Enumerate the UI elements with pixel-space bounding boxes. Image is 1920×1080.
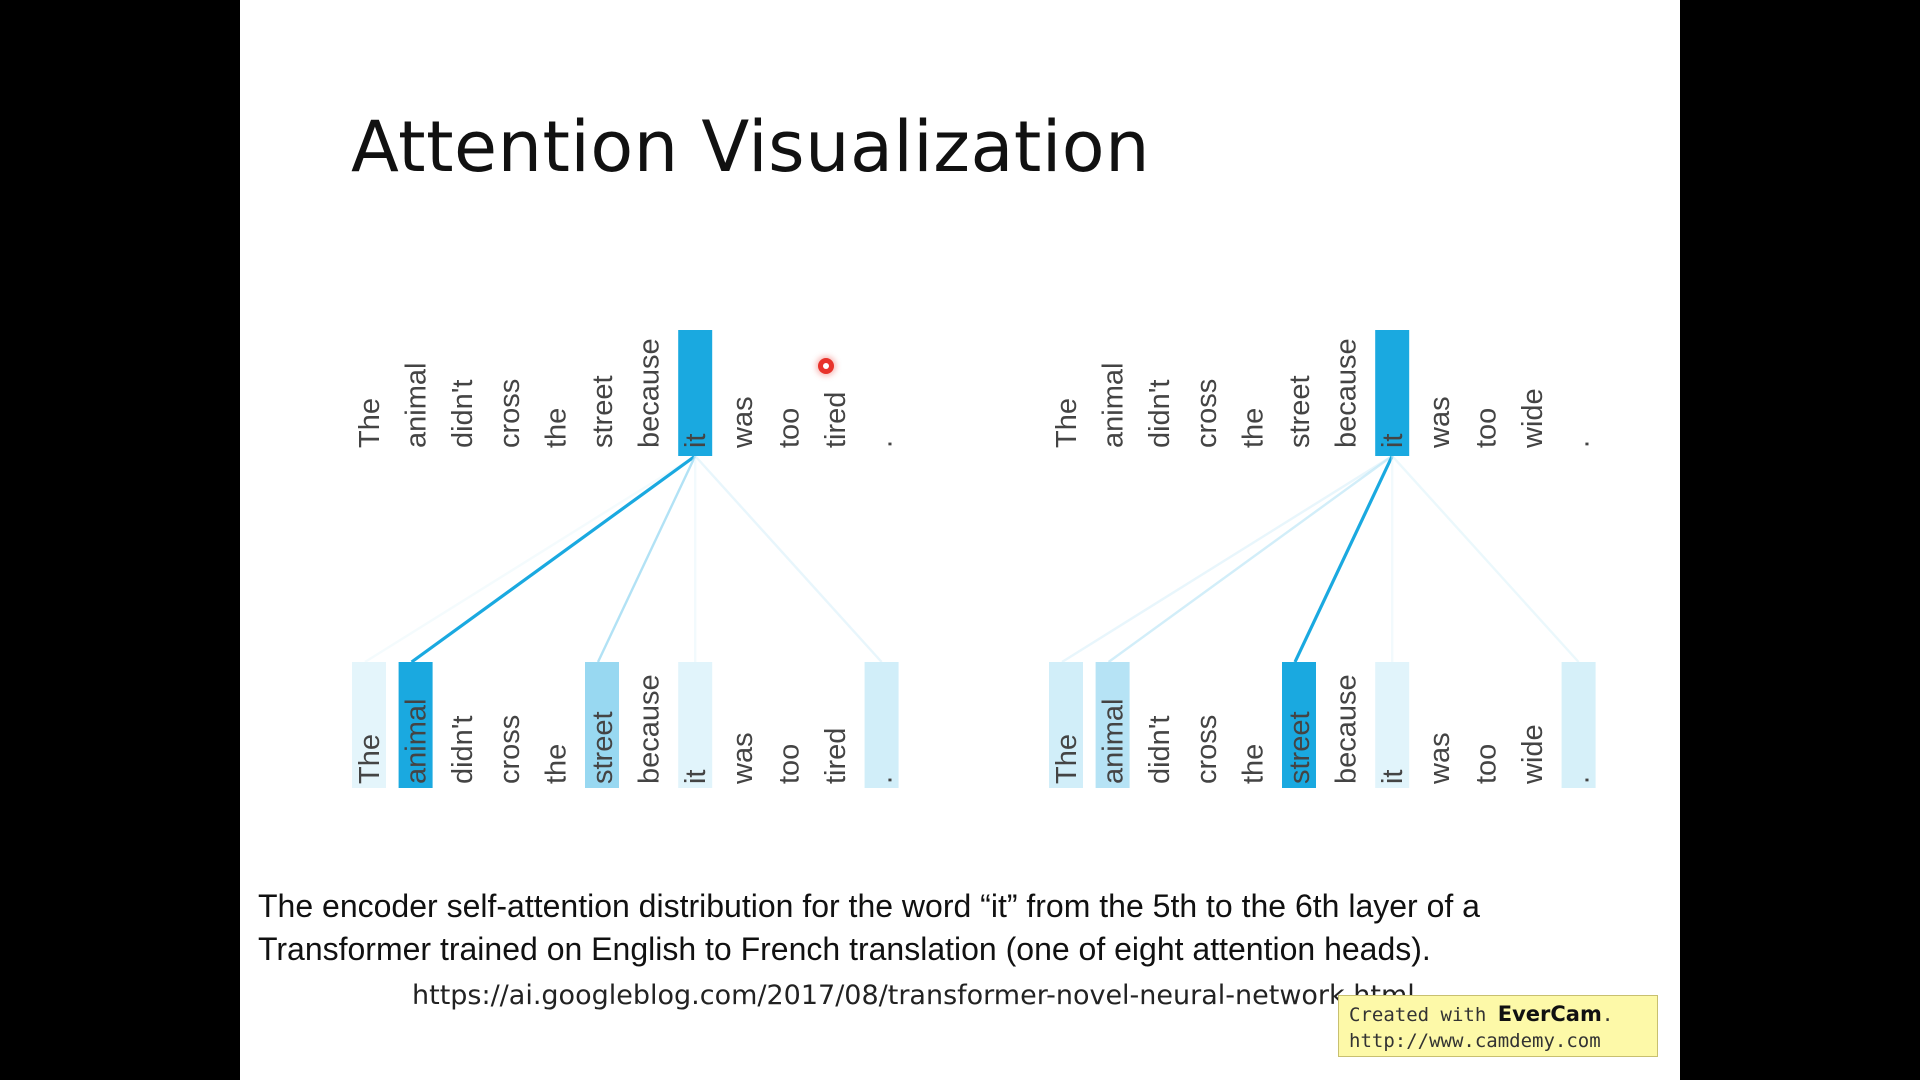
attention-weight-box <box>678 662 713 788</box>
token-top-2: animal <box>401 363 433 448</box>
token-bottom-8: it <box>1377 770 1409 785</box>
attention-weight-box <box>398 662 433 788</box>
token-top-5: the <box>540 408 572 448</box>
token-top-8: it <box>680 434 712 449</box>
token-bottom-7: because <box>1331 674 1363 784</box>
token-top-4: cross <box>1191 379 1223 448</box>
attention-line-animal <box>1107 455 1393 663</box>
token-bottom-9: was <box>1424 732 1456 785</box>
caption-line-1: The encoder self-attention distribution … <box>258 888 1480 924</box>
token-top-12: . <box>1564 440 1596 448</box>
attention-weight-box <box>864 662 899 788</box>
attention-weight-box <box>585 662 619 788</box>
attention-weight-box <box>352 662 386 788</box>
token-top-9: was <box>727 396 759 449</box>
token-top-1: The <box>354 398 386 448</box>
attention-diagram-2: The animal didn't cross the street because it wa… <box>1049 330 1596 788</box>
attention-line-The <box>364 454 696 664</box>
query-highlight <box>1375 330 1410 456</box>
token-top-9: was <box>1424 396 1456 449</box>
attention-weight-box <box>1561 662 1596 788</box>
token-top-3: didn't <box>447 380 479 448</box>
token-bottom-8: it <box>680 770 712 785</box>
token-top-3: didn't <box>1144 380 1176 448</box>
token-top-11: wide <box>1517 388 1549 449</box>
token-top-8: it <box>1377 434 1409 449</box>
token-bottom-6: street <box>1284 711 1316 784</box>
query-highlight <box>678 330 713 456</box>
attention-diagrams: The animal didn't cross the street because it wa… <box>352 330 1596 788</box>
token-bottom-10: too <box>773 744 805 784</box>
token-bottom-9: was <box>727 732 759 785</box>
token-bottom-2: animal <box>401 699 433 784</box>
token-bottom-1: The <box>1051 734 1083 784</box>
token-top-6: street <box>587 375 619 448</box>
slide: Attention Visualization The animal didn't c… <box>240 0 1680 1080</box>
token-top-7: because <box>634 338 666 448</box>
token-bottom-12: . <box>867 776 899 784</box>
attention-weight-box <box>1282 662 1316 788</box>
attention-diagram-1: The animal didn't cross the street because it wa… <box>352 330 899 788</box>
caption: The encoder self-attention distribution … <box>258 885 1678 971</box>
token-bottom-5: the <box>540 744 572 784</box>
token-top-10: too <box>773 408 805 448</box>
attention-line-animal <box>410 454 697 664</box>
source-url: https://ai.googleblog.com/2017/08/transf… <box>412 980 1415 1011</box>
token-top-4: cross <box>494 379 526 448</box>
caption-line-2: Transformer trained on English to French… <box>258 931 1431 967</box>
attention-weight-box <box>1095 662 1130 788</box>
attention-line-street <box>596 455 697 663</box>
token-top-7: because <box>1331 338 1363 448</box>
token-bottom-3: didn't <box>447 716 479 784</box>
token-bottom-3: didn't <box>1144 716 1176 784</box>
token-bottom-4: cross <box>494 715 526 784</box>
token-bottom-12: . <box>1564 776 1596 784</box>
token-bottom-10: too <box>1470 744 1502 784</box>
token-top-10: too <box>1470 408 1502 448</box>
attention-weight-box <box>1375 662 1410 788</box>
token-top-2: animal <box>1098 363 1130 448</box>
token-bottom-6: street <box>587 711 619 784</box>
token-bottom-1: The <box>354 734 386 784</box>
token-top-1: The <box>1051 398 1083 448</box>
token-bottom-11: tired <box>820 728 852 784</box>
watermark-url: http://www.camdemy.com <box>1349 1030 1601 1052</box>
attention-line-The <box>1061 454 1393 664</box>
token-bottom-2: animal <box>1098 699 1130 784</box>
token-bottom-11: wide <box>1517 724 1549 785</box>
token-top-11: tired <box>820 392 852 448</box>
watermark-brand: EverCam <box>1497 1002 1602 1026</box>
token-top-12: . <box>867 440 899 448</box>
evercam-watermark: Created with EverCam. http://www.camdemy… <box>1338 995 1658 1057</box>
attention-line-period <box>694 455 883 663</box>
attention-line-street <box>1293 455 1394 663</box>
watermark-created-with: Created with <box>1349 1004 1487 1026</box>
token-bottom-5: the <box>1237 744 1269 784</box>
token-top-5: the <box>1237 408 1269 448</box>
token-bottom-7: because <box>634 674 666 784</box>
token-bottom-4: cross <box>1191 715 1223 784</box>
token-top-6: street <box>1284 375 1316 448</box>
attention-weight-box <box>1049 662 1083 788</box>
watermark-line-1: Created with EverCam. <box>1349 1002 1614 1026</box>
cursor-dot-icon <box>818 358 834 374</box>
slide-title: Attention Visualization <box>351 106 1150 188</box>
attention-line-period <box>1391 455 1580 663</box>
